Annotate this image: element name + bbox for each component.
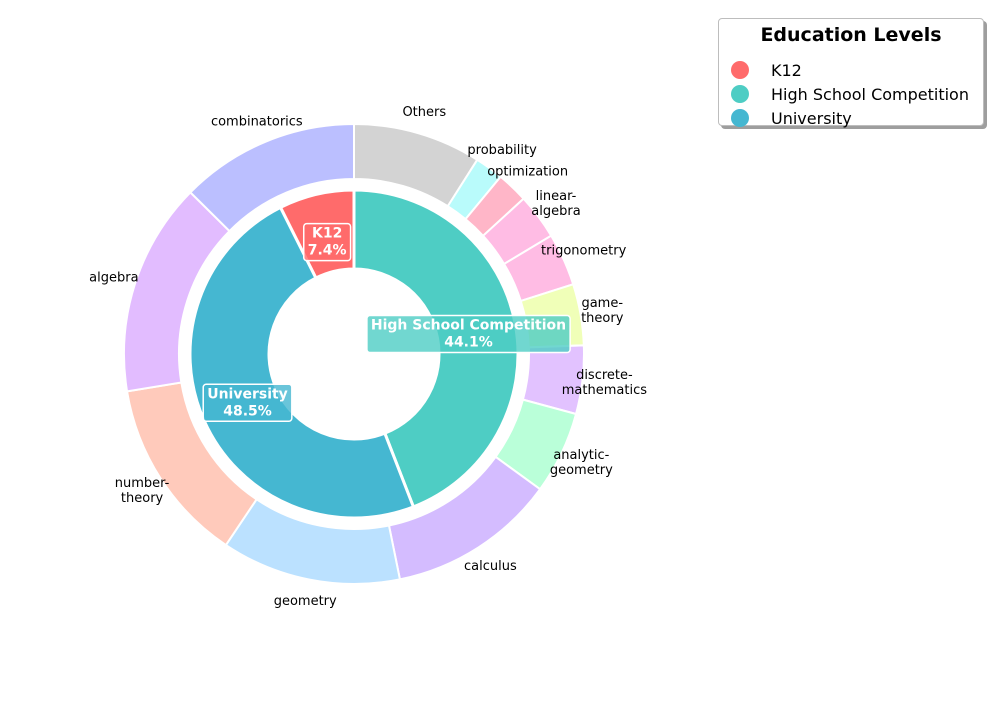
inner-slice-high-school-competition xyxy=(352,188,520,509)
legend-item-k12: K12 xyxy=(731,59,802,81)
legend-marker xyxy=(731,85,749,103)
outer-label-number-theory: number-theory xyxy=(115,476,170,506)
inner-label-k12: K12 7.4% xyxy=(302,222,352,262)
inner-label-high-school-competition: High School Competition 44.1% xyxy=(366,314,571,354)
legend-title: Education Levels xyxy=(760,24,942,46)
outer-slice-combinatorics xyxy=(188,122,355,233)
inner-label-university: University 48.5% xyxy=(202,383,293,423)
legend-marker xyxy=(731,109,749,127)
outer-ring xyxy=(123,122,585,585)
legend-marker xyxy=(731,61,749,79)
outer-label-others: Others xyxy=(402,105,446,120)
outer-label-algebra: algebra xyxy=(89,271,138,286)
legend-label: High School Competition xyxy=(771,84,969,104)
inner-slice-university xyxy=(188,205,416,520)
outer-labels: Others probability optimization linear-alge… xyxy=(89,105,647,609)
outer-label-discrete-mathematics: discrete-mathematics xyxy=(562,368,647,398)
outer-label-analytic-geometry: analytic-geometry xyxy=(550,448,613,478)
legend-item-university: University xyxy=(731,107,852,129)
legend-label: University xyxy=(771,108,852,128)
outer-label-game-theory: game-theory xyxy=(581,296,624,326)
legend: Education Levels K12 High School Competi… xyxy=(718,18,984,129)
outer-label-geometry: geometry xyxy=(274,594,337,609)
inner-ring xyxy=(188,188,520,520)
outer-label-trigonometry: trigonometry xyxy=(541,243,627,258)
legend-item-high-school-competition: High School Competition xyxy=(731,83,969,105)
outer-label-calculus: calculus xyxy=(464,559,517,574)
legend-label: K12 xyxy=(771,60,802,80)
outer-label-linear-algebra: linear-algebra xyxy=(531,189,580,219)
outer-label-combinatorics: combinatorics xyxy=(211,114,303,129)
outer-label-optimization: optimization xyxy=(487,164,568,179)
outer-label-probability: probability xyxy=(467,143,537,158)
inner-labels: K12 7.4% High School Competition 44.1% Unive… xyxy=(202,222,571,423)
